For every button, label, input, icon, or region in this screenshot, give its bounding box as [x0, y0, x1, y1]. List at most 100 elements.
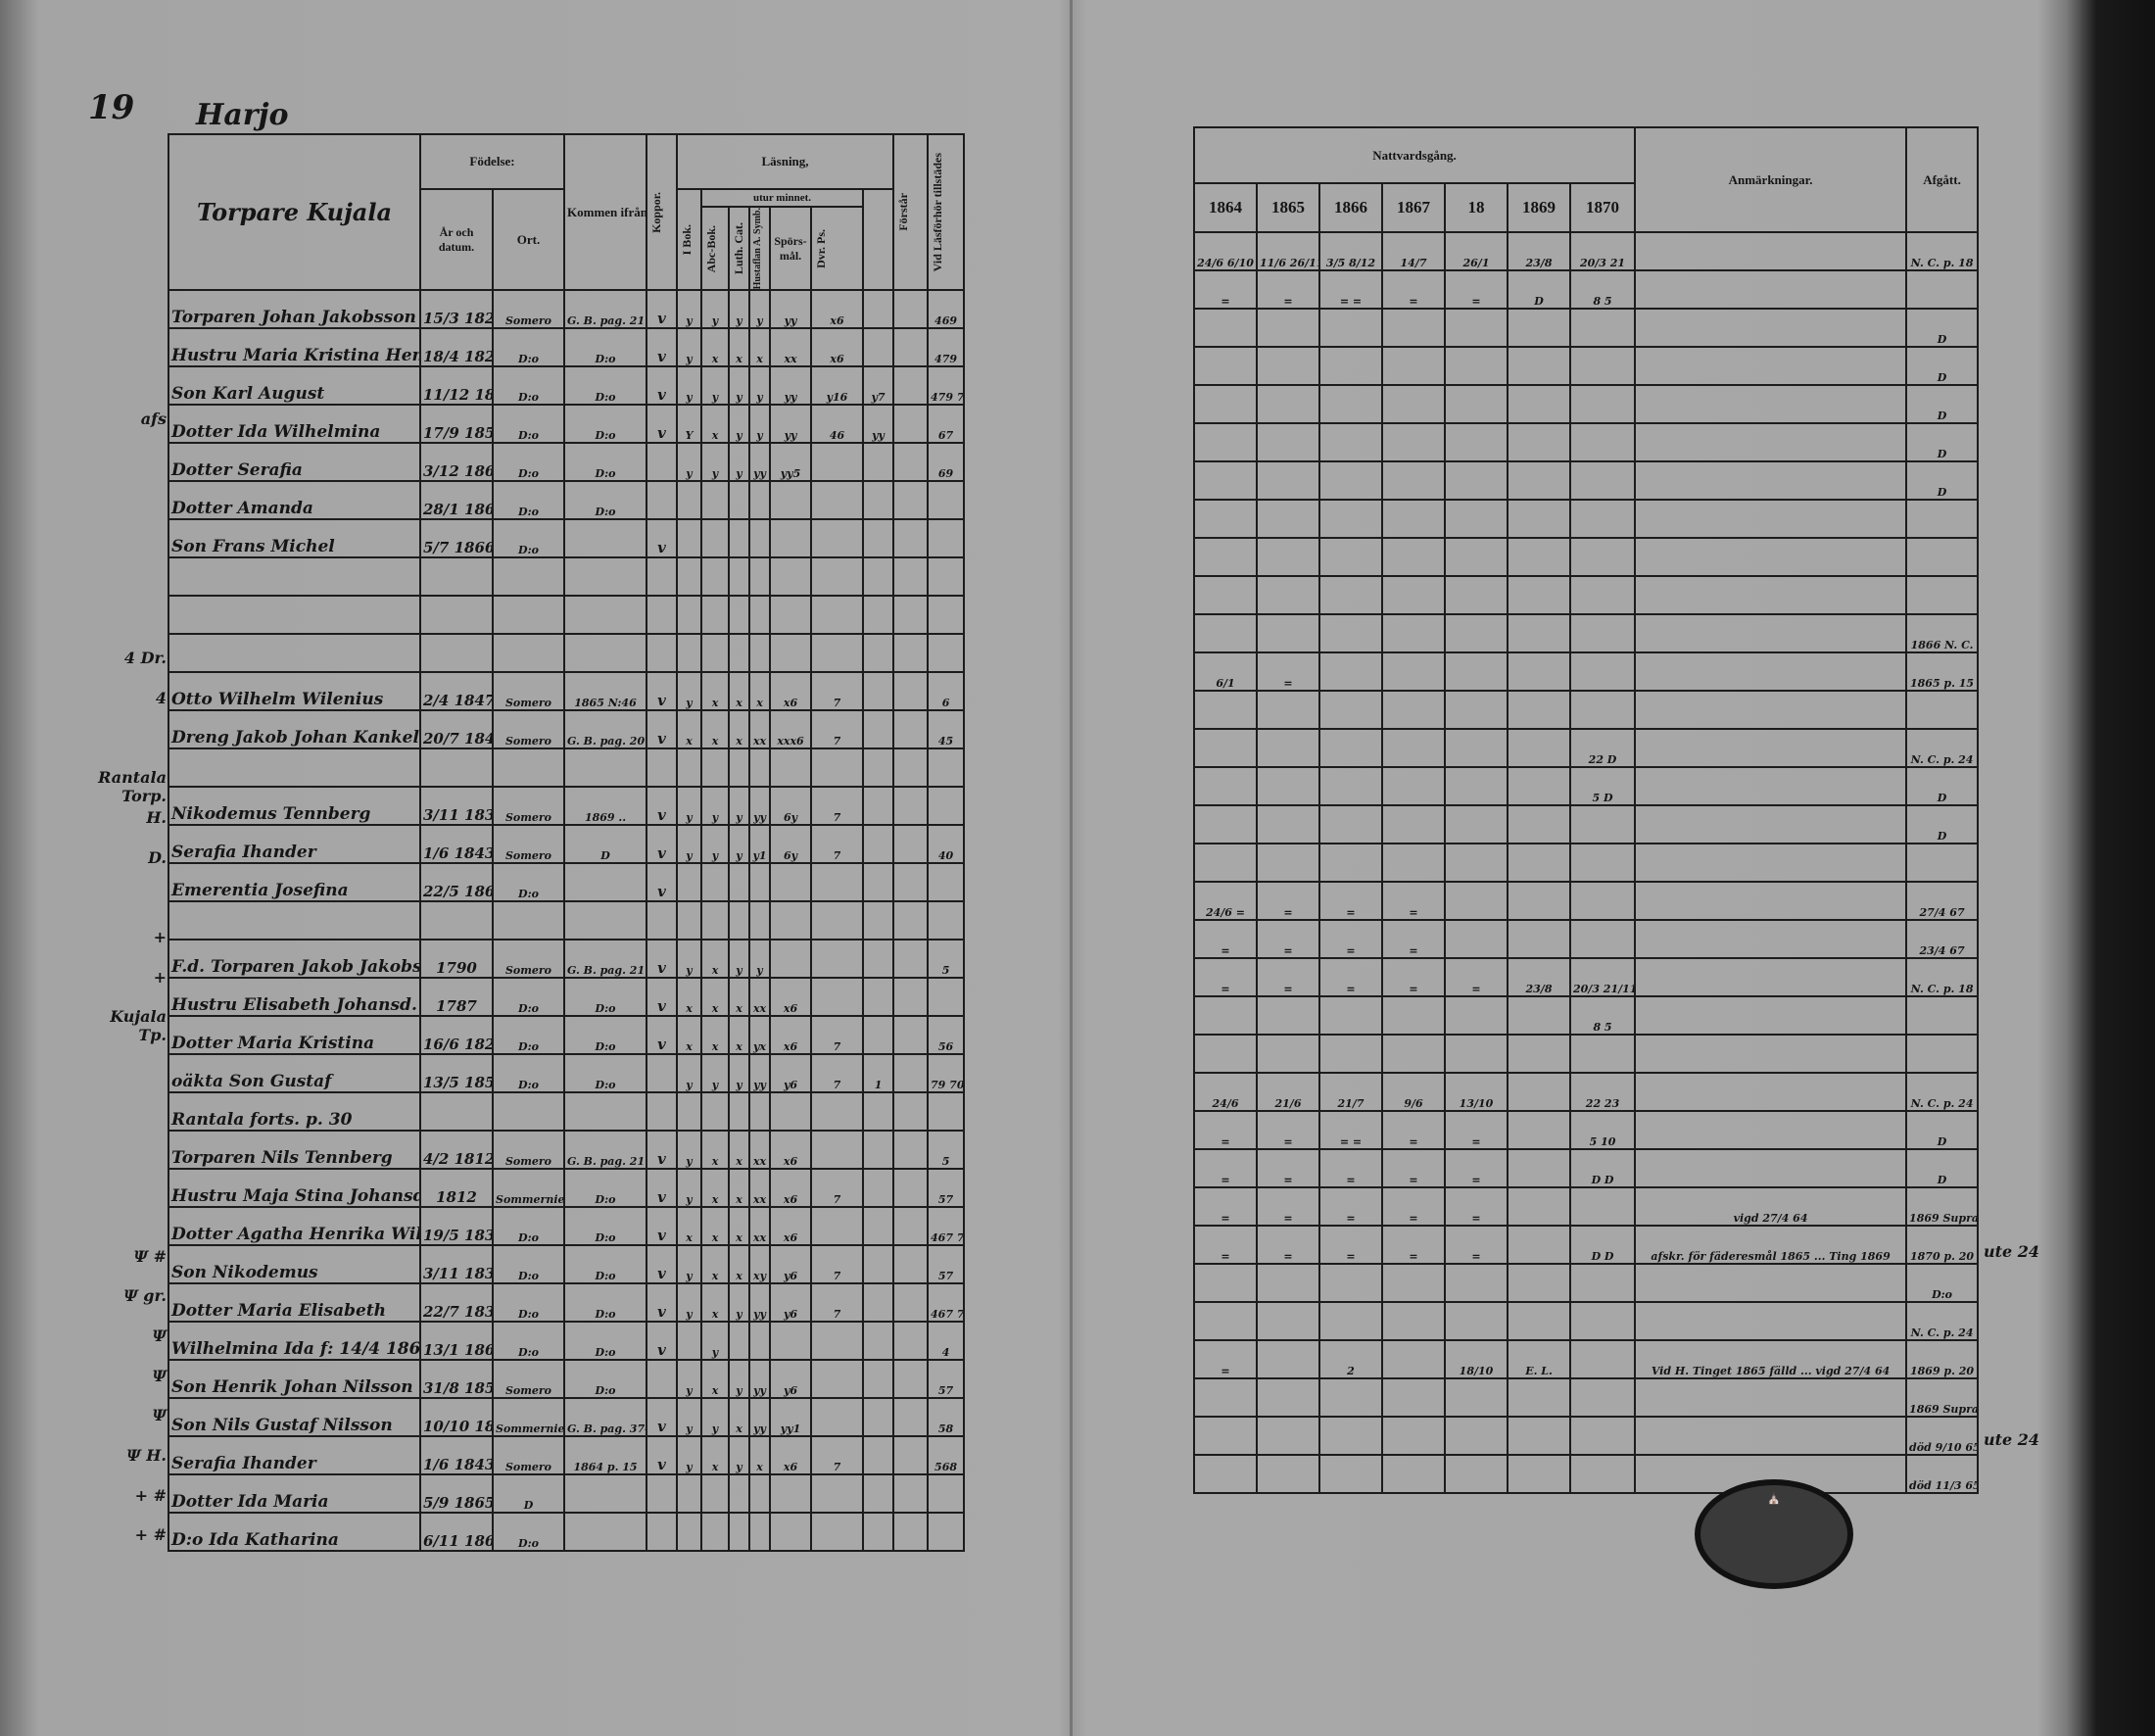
reading-mark	[892, 442, 930, 483]
communion-entry	[1568, 919, 1637, 959]
margin-note: Kujala Tp.	[110, 1007, 167, 1045]
birth-place: D:o	[492, 1282, 565, 1324]
reading-mark: x	[728, 1397, 750, 1438]
reading-mark: y1	[748, 824, 771, 865]
reading-mark	[892, 1206, 930, 1247]
reading-mark	[728, 480, 750, 521]
departed-entry	[1905, 499, 1980, 539]
communion-entry	[1507, 995, 1571, 1036]
communion-entry	[1318, 690, 1383, 730]
reading-mark	[861, 709, 895, 750]
reading-mark	[892, 824, 930, 865]
person-name: Son Frans Michel	[168, 518, 421, 559]
remark	[1634, 919, 1908, 959]
table-row: Serafia Ihander 1/6 1843 Somero 1864 p. 15 v…	[168, 1435, 966, 1476]
birth-date: 3/11 1836	[419, 1244, 494, 1285]
person-name: Dotter Agatha Henrika Wilhelmina	[168, 1206, 421, 1247]
came-from	[563, 747, 647, 789]
table-row: D:o	[1193, 1263, 1980, 1303]
abc-header: Abc-Bok.	[704, 224, 718, 272]
table-row: 22 D N. C. p. 24	[1193, 728, 1980, 768]
communion-entry	[1256, 575, 1320, 615]
communion-entry: =	[1256, 269, 1320, 310]
communion-entry: =	[1256, 881, 1320, 921]
person-name: Otto Wilhelm Wilenius	[168, 671, 421, 712]
birth-date: 1/6 1843	[419, 1435, 494, 1476]
smallpox-header: Koppor.	[649, 191, 663, 233]
reading-mark	[892, 1321, 930, 1362]
person-name	[168, 900, 421, 941]
examination-attendance: 479 70	[927, 365, 966, 407]
communion-entry	[1193, 499, 1258, 539]
smallpox-mark	[646, 633, 678, 674]
communion-entry	[1507, 881, 1571, 921]
communion-entry	[1381, 346, 1446, 386]
reading-mark	[700, 1512, 730, 1553]
reading-mark: y	[676, 1053, 702, 1094]
communion-entry: 13/10	[1444, 1072, 1508, 1112]
departed-entry: D	[1905, 460, 1980, 501]
reading-mark: y	[728, 786, 750, 827]
reading-mark	[861, 1130, 895, 1171]
birth-date: 1/6 1843	[419, 824, 494, 865]
smallpox-mark: v	[646, 1168, 678, 1209]
reading-mark	[676, 480, 702, 521]
came-from	[563, 900, 647, 941]
communion-entry: =	[1193, 1186, 1258, 1227]
communion-entry	[1444, 308, 1508, 348]
communion-entry	[1568, 1416, 1637, 1456]
reading-mark: x	[748, 327, 771, 368]
communion-entry: =	[1444, 1225, 1508, 1265]
communion-entry	[1507, 804, 1571, 844]
remark	[1634, 460, 1908, 501]
communion-entry	[1318, 537, 1383, 577]
reading-mark: y	[728, 824, 750, 865]
reading-mark: yy1	[769, 1397, 812, 1438]
communion-entry: 23/8	[1507, 231, 1571, 271]
reading-mark	[748, 556, 771, 598]
reading-mark: y	[676, 1282, 702, 1324]
birth-date: 17/9 1858	[419, 404, 494, 445]
departed-entry: D:o	[1905, 1263, 1980, 1303]
birth-date: 2/4 1847	[419, 671, 494, 712]
reading-mark: 7	[810, 1053, 864, 1094]
birth-date: 3/12 1860	[419, 442, 494, 483]
reading-mark	[676, 862, 702, 903]
reading-mark: 7	[810, 1282, 864, 1324]
smallpox-mark	[646, 480, 678, 521]
communion-entry: =	[1318, 957, 1383, 997]
reading-mark	[700, 1473, 730, 1515]
communion-entry	[1193, 995, 1258, 1036]
person-name	[168, 633, 421, 674]
reading-mark: x	[700, 1168, 730, 1209]
reading-mark: y	[728, 1359, 750, 1400]
birth-place: D:o	[492, 1206, 565, 1247]
reading-mark	[861, 595, 895, 636]
smallpox-mark: v	[646, 786, 678, 827]
reading-mark	[861, 1397, 895, 1438]
reading-mark	[892, 900, 930, 941]
communion-entry	[1444, 537, 1508, 577]
examination-attendance: 45	[927, 709, 966, 750]
person-name: Son Nils Gustaf Nilsson	[168, 1397, 421, 1438]
remark	[1634, 575, 1908, 615]
communion-entry: 20/3 21/11	[1568, 957, 1637, 997]
birth-place: Sommerniemi	[492, 1168, 565, 1209]
came-from: D:o	[563, 1244, 647, 1285]
reading-mark: y	[700, 1397, 730, 1438]
reading-mark	[892, 595, 930, 636]
communion-entry	[1193, 346, 1258, 386]
remark	[1634, 1034, 1908, 1074]
reading-mark: x	[700, 1015, 730, 1056]
remark	[1634, 1377, 1908, 1418]
communion-entry: =	[1381, 957, 1446, 997]
reading-mark	[810, 595, 864, 636]
smallpox-mark: v	[646, 1206, 678, 1247]
departed-entry: N. C. p. 18	[1905, 231, 1980, 271]
reading-mark	[728, 518, 750, 559]
reading-mark	[810, 442, 864, 483]
